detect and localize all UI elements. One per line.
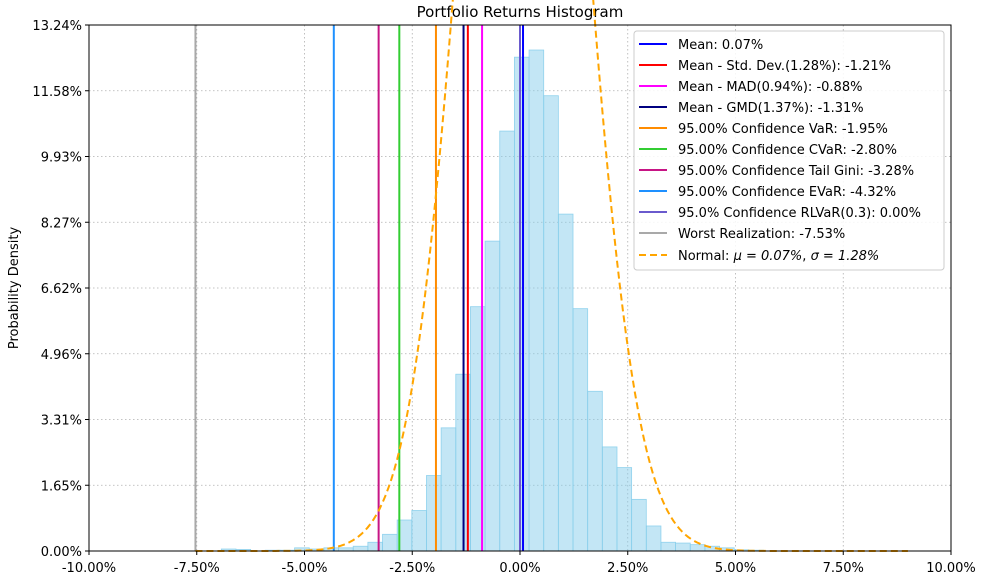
y-tick-label: 6.62%: [41, 282, 82, 297]
x-tick-label: -5.00%: [282, 561, 328, 576]
y-tick-label: 9.93%: [41, 151, 82, 166]
histogram-bar: [426, 475, 442, 552]
histogram-bar: [484, 240, 501, 552]
x-tick-label: -7.50%: [174, 561, 220, 576]
legend-label: Normal: μ = 0.07%, σ = 1.28%: [678, 249, 879, 264]
x-tick-label: -10.00%: [62, 561, 116, 576]
histogram-bar: [513, 56, 530, 552]
y-tick-label: 3.31%: [41, 414, 82, 429]
x-tick-label: 0.00%: [499, 561, 540, 576]
legend-label: 95.00% Confidence Tail Gini: -3.28%: [678, 164, 914, 179]
histogram-bars: [220, 49, 764, 552]
legend-box: [633, 30, 945, 271]
legend-label: 95.00% Confidence VaR: -1.95%: [678, 122, 888, 137]
chart-title: Portfolio Returns Histogram: [417, 3, 624, 21]
histogram-bar: [675, 542, 691, 552]
y-tick-label: 8.27%: [41, 216, 82, 231]
x-tick-label: 10.00%: [926, 561, 976, 576]
histogram-bar: [528, 49, 545, 552]
legend-label: 95.0% Confidence RLVaR(0.3): 0.00%: [678, 206, 921, 221]
y-tick-label: 0.00%: [41, 545, 82, 560]
x-tick-label: -2.50%: [389, 561, 435, 576]
legend-label: Mean - MAD(0.94%): -0.88%: [678, 80, 862, 95]
histogram-bar: [601, 446, 618, 552]
legend-label: Worst Realization: -7.53%: [678, 227, 845, 242]
y-tick-label: 11.58%: [32, 85, 82, 100]
histogram-bar: [557, 213, 574, 552]
histogram-bar: [411, 510, 427, 552]
legend-label: Mean - GMD(1.37%): -1.31%: [678, 101, 864, 116]
histogram-bar: [689, 544, 706, 552]
y-tick-label: 1.65%: [41, 479, 82, 494]
histogram-bar: [616, 467, 633, 552]
x-tick-label: 7.50%: [823, 561, 864, 576]
histogram-bar: [382, 533, 398, 552]
y-axis-label: Probability Density: [7, 227, 22, 350]
histogram-bar: [572, 308, 589, 552]
histogram-bar: [499, 130, 515, 552]
histogram-bar: [440, 427, 457, 552]
legend-label: 95.00% Confidence CVaR: -2.80%: [678, 143, 897, 158]
y-tick-label: 4.96%: [41, 348, 82, 363]
histogram-bar: [660, 541, 676, 552]
x-tick-label: 2.50%: [607, 561, 648, 576]
y-tick-label: 13.24%: [32, 19, 82, 34]
legend-label: 95.00% Confidence EVaR: -4.32%: [678, 185, 896, 200]
risk-measure-lines: [194, 25, 525, 551]
histogram-bar: [631, 498, 647, 552]
histogram-bar: [352, 545, 369, 552]
legend-label: Mean: 0.07%: [678, 38, 763, 53]
histogram-bar: [367, 541, 383, 552]
x-tick-label: 5.00%: [715, 561, 756, 576]
legend-label: Mean - Std. Dev.(1.28%): -1.21%: [678, 59, 891, 74]
histogram-bar: [587, 390, 603, 552]
histogram-bar: [645, 525, 662, 552]
histogram-bar: [543, 95, 559, 552]
legend: Mean: 0.07% Mean - Std. Dev.(1.28%): -1.2…: [633, 30, 945, 271]
axis-ticks: -10.00% -7.50% -5.00% -2.50% 0.00% 2.50% 5.00%…: [32, 19, 975, 576]
